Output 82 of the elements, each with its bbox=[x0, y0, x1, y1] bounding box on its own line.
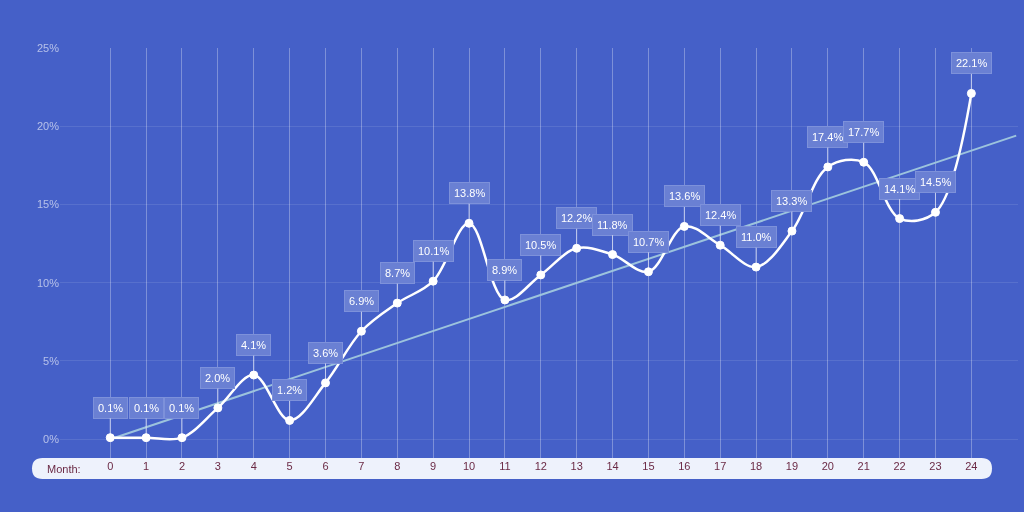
point bbox=[464, 218, 474, 228]
point bbox=[823, 162, 833, 172]
x-tick-label: 9 bbox=[430, 460, 437, 472]
y-tick-label: 10% bbox=[36, 276, 60, 289]
point bbox=[105, 433, 115, 443]
x-tick-label: 22 bbox=[893, 460, 906, 472]
data-label: 12.2% bbox=[561, 212, 593, 224]
y-tick-label: 25% bbox=[36, 41, 60, 54]
x-tick-label: 13 bbox=[570, 460, 583, 472]
point bbox=[428, 276, 438, 286]
x-tick-label: 12 bbox=[534, 460, 547, 472]
data-label: 8.9% bbox=[492, 264, 518, 276]
x-tick-label: 8 bbox=[394, 460, 401, 472]
point bbox=[643, 267, 653, 277]
x-tick-label: 0 bbox=[107, 460, 114, 472]
x-tick-label: 4 bbox=[250, 460, 257, 472]
data-label: 8.7% bbox=[385, 267, 411, 279]
point bbox=[285, 415, 295, 425]
data-label: 17.4% bbox=[812, 131, 844, 143]
data-label: 17.7% bbox=[848, 126, 880, 138]
data-label: 22.1% bbox=[956, 57, 988, 69]
y-tick-label: 15% bbox=[36, 198, 60, 211]
point bbox=[930, 207, 940, 217]
x-tick-label: 15 bbox=[642, 460, 655, 472]
x-axis-title: Month: bbox=[47, 463, 81, 475]
x-tick-label: 23 bbox=[929, 460, 942, 472]
point bbox=[966, 88, 976, 98]
point bbox=[356, 326, 366, 336]
x-tick-label: 11 bbox=[499, 460, 511, 472]
x-tick-label: 5 bbox=[286, 460, 293, 472]
x-tick-label: 20 bbox=[821, 460, 834, 472]
point bbox=[751, 262, 761, 272]
data-label: 13.6% bbox=[669, 190, 701, 202]
point bbox=[572, 243, 582, 253]
point bbox=[895, 214, 905, 224]
x-tick-label: 10 bbox=[462, 460, 476, 472]
x-tick-label: 3 bbox=[214, 460, 221, 472]
data-label: 4.1% bbox=[241, 339, 267, 351]
data-label: 12.4% bbox=[705, 209, 737, 221]
data-label: 13.8% bbox=[454, 187, 486, 199]
data-label: 11.8% bbox=[597, 219, 628, 231]
x-tick-label: 1 bbox=[143, 460, 150, 472]
point bbox=[500, 295, 510, 305]
data-label: 11.0% bbox=[741, 231, 772, 243]
data-label: 3.6% bbox=[313, 347, 339, 359]
point bbox=[787, 226, 797, 236]
x-tick-label: 21 bbox=[857, 460, 870, 472]
x-tick-label: 18 bbox=[749, 460, 763, 472]
data-label: 10.1% bbox=[418, 245, 450, 257]
x-tick-label: 19 bbox=[785, 460, 799, 472]
point bbox=[536, 270, 546, 280]
point bbox=[213, 403, 223, 413]
data-label: 2.0% bbox=[205, 372, 231, 384]
data-label: 10.5% bbox=[525, 239, 557, 251]
point bbox=[715, 240, 725, 250]
data-label: 0.1% bbox=[169, 402, 195, 414]
data-label: 14.5% bbox=[920, 176, 952, 188]
point bbox=[859, 157, 869, 167]
x-tick-label: 17 bbox=[714, 460, 727, 472]
y-tick-label: 0% bbox=[43, 433, 60, 446]
point bbox=[141, 433, 151, 443]
data-label: 13.3% bbox=[776, 195, 808, 207]
point bbox=[608, 250, 618, 260]
point bbox=[679, 221, 689, 231]
data-label: 0.1% bbox=[134, 402, 160, 414]
point bbox=[177, 433, 187, 443]
y-tick-label: 20% bbox=[36, 120, 60, 133]
data-label: 6.9% bbox=[349, 295, 375, 307]
data-label: 0.1% bbox=[98, 402, 124, 414]
x-tick-label: 7 bbox=[358, 460, 365, 472]
data-label: 14.1% bbox=[884, 183, 916, 195]
point bbox=[321, 378, 331, 388]
x-tick-label: 14 bbox=[606, 460, 619, 472]
data-label: 10.7% bbox=[633, 236, 665, 248]
x-tick-label: 6 bbox=[322, 460, 329, 472]
x-tick-label: 16 bbox=[678, 460, 691, 472]
x-tick-label: 2 bbox=[178, 460, 186, 472]
x-tick-label: 24 bbox=[965, 460, 978, 472]
data-label: 1.2% bbox=[277, 384, 303, 396]
point bbox=[392, 298, 402, 308]
point bbox=[249, 370, 259, 380]
y-tick-label: 5% bbox=[43, 354, 60, 367]
